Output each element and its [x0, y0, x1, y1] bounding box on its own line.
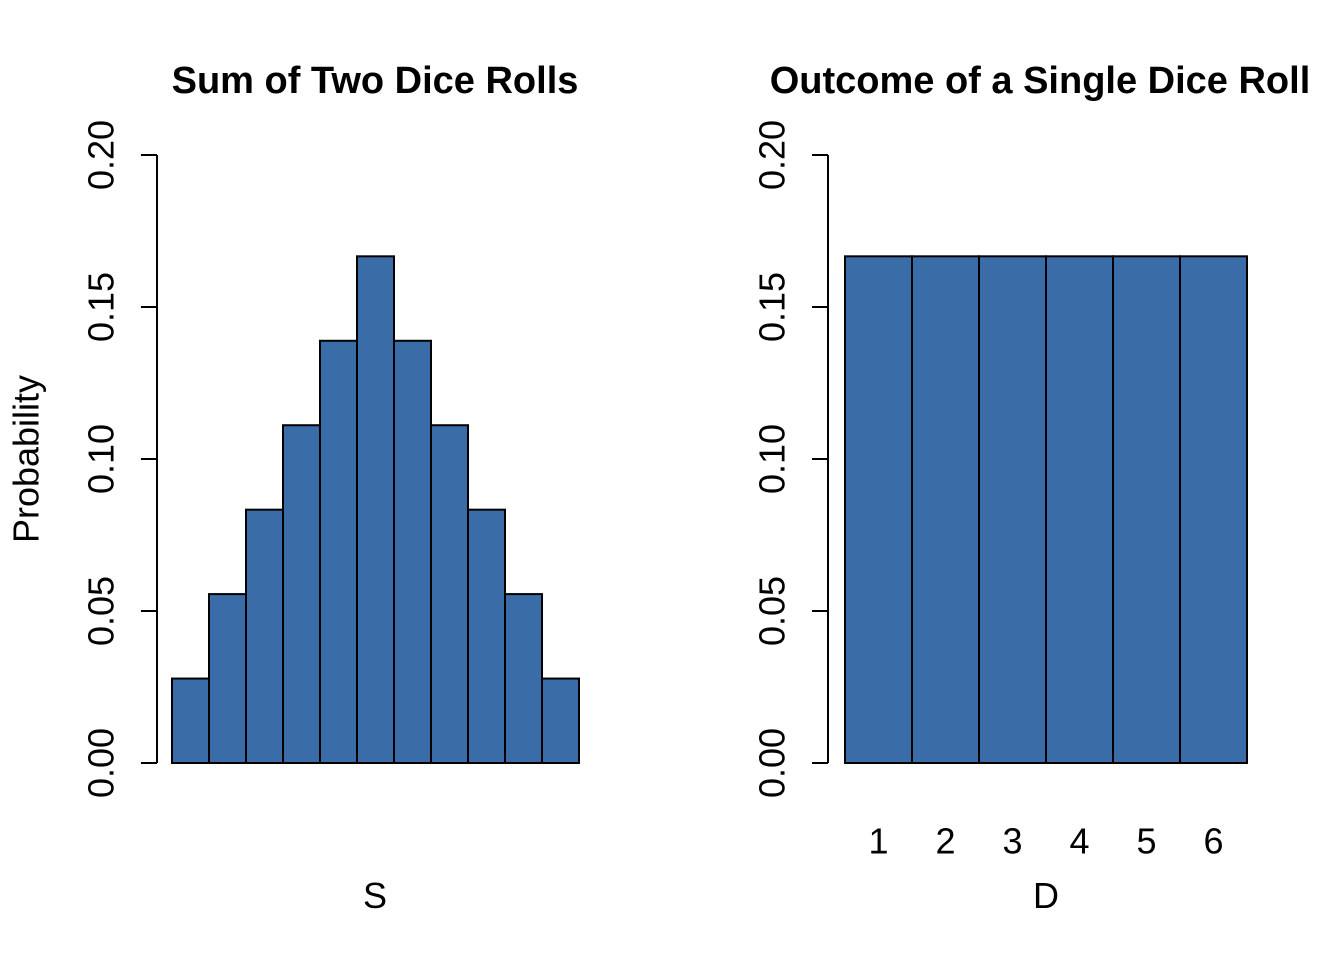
y-tick-label: 0.20: [81, 120, 122, 190]
panel-single-dice-roll: 0.00 0.05 0.10 0.15 0.20 1 2 3 4 5 6 Outcome of a S…: [752, 60, 1311, 916]
y-tick-label: 0.15: [752, 272, 793, 342]
sum-of-two-dice-bar-12: [541, 677, 580, 765]
sum-of-two-dice-bar-10: [467, 508, 506, 764]
single-dice-roll-bar-5: [1112, 255, 1181, 764]
y-tick-label: 0.10: [752, 424, 793, 494]
y-tick-label: 0.00: [752, 728, 793, 798]
sum-of-two-dice-bar-2: [171, 677, 210, 765]
y-axis-label: Probability: [6, 375, 47, 543]
y-tick-label: 0.05: [81, 576, 122, 646]
sum-of-two-dice-bar-5: [282, 424, 321, 764]
x-axis-label: S: [363, 875, 387, 916]
x-tick-label: 4: [1069, 820, 1089, 861]
sum-of-two-dice-bar-7: [356, 255, 395, 764]
single-dice-roll-bar-2: [911, 255, 980, 764]
x-axis-label: D: [1033, 875, 1059, 916]
x-tick-label: 3: [1002, 820, 1022, 861]
panel-sum-of-two-dice: 0.00 0.05 0.10 0.15 0.20 Sum of Two Dice Roll…: [6, 60, 580, 916]
single-dice-roll-bar-4: [1045, 255, 1114, 764]
x-tick-label: 2: [935, 820, 955, 861]
sum-of-two-dice-bar-11: [504, 593, 543, 764]
y-tick-label: 0.15: [81, 272, 122, 342]
single-dice-roll-bar-3: [978, 255, 1047, 764]
chart-title: Outcome of a Single Dice Roll: [770, 60, 1311, 102]
sum-of-two-dice-bar-8: [393, 339, 432, 764]
sum-of-two-dice-bar-9: [430, 424, 469, 764]
chart-title: Sum of Two Dice Rolls: [172, 60, 579, 102]
y-tick-label: 0.20: [752, 120, 793, 190]
single-dice-roll-bar-6: [1179, 255, 1248, 764]
x-tick-label: 1: [868, 820, 888, 861]
y-tick-label: 0.10: [81, 424, 122, 494]
sum-of-two-dice-bar-6: [319, 339, 358, 764]
x-tick-label: 5: [1136, 820, 1156, 861]
sum-of-two-dice-bar-3: [208, 593, 247, 764]
single-dice-roll-bar-1: [844, 255, 913, 764]
y-tick-label: 0.00: [81, 728, 122, 798]
sum-of-two-dice-bar-4: [245, 508, 284, 764]
y-tick-label: 0.05: [752, 576, 793, 646]
x-tick-label: 6: [1203, 820, 1223, 861]
